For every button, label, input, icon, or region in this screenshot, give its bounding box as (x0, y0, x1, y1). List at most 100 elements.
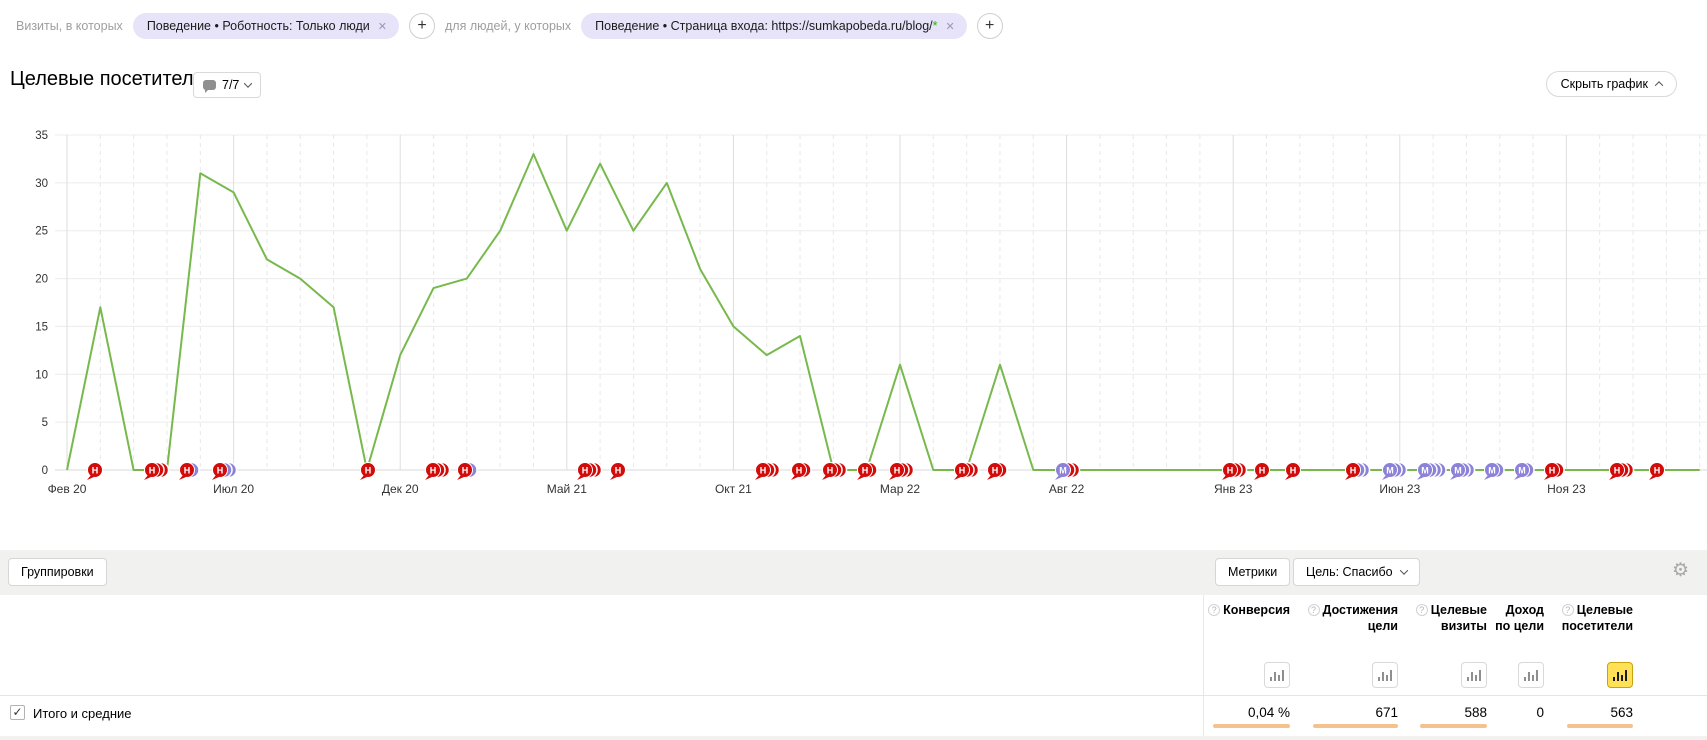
comment-marker[interactable]: Н (1544, 461, 1565, 481)
x-axis-label: Июн 23 (1379, 482, 1420, 496)
chevron-down-icon (244, 79, 253, 88)
y-axis-label: 35 (35, 130, 48, 142)
comment-bubble-tail (1285, 475, 1292, 480)
filter-prefix-label: Визиты, в которых (16, 19, 123, 33)
y-axis-label: 30 (35, 178, 48, 190)
comment-bubble (212, 462, 228, 478)
comment-marker[interactable]: М (1450, 461, 1476, 481)
help-icon[interactable]: ? (1561, 604, 1574, 616)
comment-marker[interactable]: Н (577, 461, 603, 481)
comment-marker[interactable]: Н (889, 461, 915, 481)
column-header[interactable]: ? Конверсия (1170, 602, 1290, 618)
help-icon[interactable]: ? (1307, 604, 1320, 616)
comment-bubble-tail (1450, 475, 1457, 480)
totals-value: 588 (1464, 705, 1487, 720)
chart-metric-icon[interactable] (1518, 662, 1544, 688)
comment-letter: Н (760, 465, 767, 475)
comment-letter: Н (959, 465, 966, 475)
add-filter-button[interactable]: + (409, 13, 435, 39)
x-axis-label: Дек 20 (382, 482, 419, 496)
chart-metric-icon[interactable] (1461, 662, 1487, 688)
y-axis-label: 10 (35, 369, 48, 381)
comment-marker[interactable]: Н (360, 462, 376, 481)
groupings-button[interactable]: Группировки (8, 558, 107, 586)
comment-letter: Н (1614, 465, 1621, 475)
close-icon[interactable]: ✕ (377, 20, 387, 33)
column-header[interactable]: ? Целевые посетители (1538, 602, 1633, 634)
comment-letter: Н (796, 465, 803, 475)
filter-chip-landing-page[interactable]: Поведение • Страница входа: https://sumk… (581, 13, 967, 39)
comment-bubble (857, 462, 873, 478)
comment-marker[interactable]: М (1055, 461, 1081, 481)
comment-bubble (610, 462, 626, 478)
comment-marker[interactable]: Н (457, 461, 478, 481)
comment-letter: Н (462, 465, 469, 475)
comment-letter: Н (1227, 465, 1234, 475)
comment-marker[interactable]: М (1484, 461, 1505, 481)
comment-marker[interactable]: Н (987, 461, 1008, 481)
comment-letter: Н (615, 465, 622, 475)
column-header[interactable]: ? Достижения цели (1293, 602, 1398, 634)
row-divider (0, 695, 1707, 696)
comment-marker[interactable]: Н (857, 461, 878, 481)
column-header-label: Доход по цели (1495, 603, 1544, 633)
page-title: Целевые посетители (10, 68, 205, 90)
comment-bubble (1609, 462, 1625, 478)
y-axis-label: 20 (35, 274, 48, 286)
comment-letter: М (1386, 465, 1394, 475)
gear-icon[interactable]: ⚙ (1672, 560, 1690, 581)
comment-marker[interactable]: М (1514, 461, 1535, 481)
metrics-button[interactable]: Метрики (1215, 558, 1291, 586)
comment-marker[interactable]: М (1417, 461, 1447, 481)
comment-bubble (360, 462, 376, 478)
target-visitors-chart: 0 5 10 15 20 25 30 35 Фев 20 Июл 20 Дек 20 Май 21 Ок… (0, 118, 1707, 498)
x-axis-label: Фев 20 (48, 482, 87, 496)
totals-row-checkbox[interactable]: ✓ (10, 705, 25, 720)
comment-letter: Н (1549, 465, 1556, 475)
comment-letter: Н (992, 465, 999, 475)
comment-bubble-tail (987, 475, 994, 480)
comment-marker[interactable]: Н (144, 461, 170, 481)
chart-metric-icon-active[interactable] (1607, 662, 1633, 688)
comment-marker[interactable]: Н (425, 461, 451, 481)
totals-row-label: Итого и средние (33, 706, 132, 721)
column-header-label: Целевые посетители (1561, 603, 1633, 633)
comment-marker[interactable]: Н (1649, 462, 1665, 481)
comment-letter: Н (430, 465, 437, 475)
comment-marker[interactable]: Н (610, 462, 626, 481)
close-icon[interactable]: ✕ (945, 20, 955, 33)
comment-marker[interactable]: Н (755, 461, 781, 481)
comment-marker[interactable]: Н (1222, 461, 1248, 481)
totals-share-bar (1313, 724, 1398, 728)
x-axis-label: Мар 22 (880, 482, 920, 496)
filter-chip-robots[interactable]: Поведение • Роботность: Только люди ✕ (132, 13, 399, 39)
comment-marker[interactable]: Н (1609, 461, 1635, 481)
comments-dropdown-button[interactable]: 7/7 (193, 72, 262, 98)
comment-letter: Н (582, 465, 589, 475)
comment-marker[interactable]: Н (212, 461, 238, 481)
comment-marker[interactable]: Н (87, 462, 103, 481)
column-header[interactable]: ? Целевые визиты (1405, 602, 1487, 634)
chart-metric-icon[interactable] (1264, 662, 1290, 688)
comment-marker[interactable]: Н (822, 461, 848, 481)
help-icon[interactable]: ? (1415, 604, 1428, 616)
comment-letter: Н (1259, 465, 1266, 475)
comment-marker[interactable]: Н (179, 461, 200, 481)
goal-select-button[interactable]: Цель: Спасибо (1293, 558, 1420, 586)
comment-marker[interactable]: Н (1345, 461, 1371, 481)
help-icon[interactable]: ? (1208, 604, 1221, 616)
comment-bubble (577, 462, 593, 478)
comment-marker[interactable]: Н (1254, 462, 1270, 481)
comment-bubble-tail (1484, 475, 1491, 480)
comment-marker[interactable]: М (1382, 461, 1408, 481)
comment-bubble (87, 462, 103, 478)
column-header[interactable]: Доход по цели (1494, 602, 1544, 634)
comment-marker[interactable]: Н (1285, 462, 1301, 481)
totals-value: 671 (1375, 705, 1398, 720)
hide-chart-button[interactable]: Скрыть график (1545, 71, 1677, 97)
chart-metric-icon[interactable] (1372, 662, 1398, 688)
column-header-label: Достижения цели (1322, 603, 1398, 633)
comment-marker[interactable]: Н (791, 461, 812, 481)
comment-marker[interactable]: Н (954, 461, 980, 481)
add-people-filter-button[interactable]: + (976, 13, 1003, 39)
